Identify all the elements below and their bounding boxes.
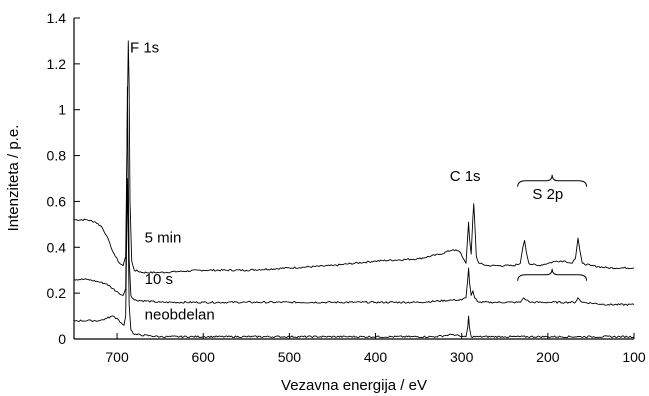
y-tick-label: 1 xyxy=(58,102,66,118)
y-tick-label: 0.6 xyxy=(47,193,67,209)
y-tick-label: 1.4 xyxy=(47,10,67,26)
bracket-layer xyxy=(517,174,588,281)
y-axis-title: Intenziteta / p.e. xyxy=(5,125,22,232)
y-tick-label: 0 xyxy=(58,331,66,347)
x-axis-title: Vezavna energija / eV xyxy=(281,377,427,394)
series-line-0 xyxy=(73,40,635,274)
annotation-layer: F 1s C 1s S 2p 5 min 10 s neobdelan xyxy=(130,39,563,323)
x-axis-ticks: 700 600 500 400 300 200 100 xyxy=(105,333,646,365)
y-axis-ticks: 0 0.2 0.4 0.6 0.8 1 1.2 1.4 xyxy=(47,10,80,347)
x-tick-label: 600 xyxy=(192,349,216,365)
s2p-bracket-0 xyxy=(517,174,588,187)
series-line-1 xyxy=(73,86,635,306)
series-line-2 xyxy=(73,178,635,339)
annotation-lbl5min: 5 min xyxy=(145,230,182,247)
plot-frame xyxy=(73,18,634,340)
x-tick-label: 100 xyxy=(622,349,646,365)
y-tick-label: 0.8 xyxy=(47,148,67,164)
annotation-c1s: C 1s xyxy=(450,168,481,185)
x-tick-label: 500 xyxy=(278,349,302,365)
x-tick-label: 400 xyxy=(364,349,388,365)
annotation-lbl10s: 10 s xyxy=(145,271,173,288)
s2p-bracket-1 xyxy=(517,268,588,281)
y-tick-label: 0.2 xyxy=(47,285,67,301)
x-tick-label: 200 xyxy=(536,349,560,365)
x-tick-label: 300 xyxy=(450,349,474,365)
annotation-lblneo: neobdelan xyxy=(145,307,215,324)
annotation-s2p: S 2p xyxy=(532,186,563,203)
series-layer xyxy=(73,40,635,339)
y-tick-label: 0.4 xyxy=(47,239,67,255)
annotation-f1s: F 1s xyxy=(130,39,159,56)
y-tick-label: 1.2 xyxy=(47,56,67,72)
x-tick-label: 700 xyxy=(105,349,129,365)
